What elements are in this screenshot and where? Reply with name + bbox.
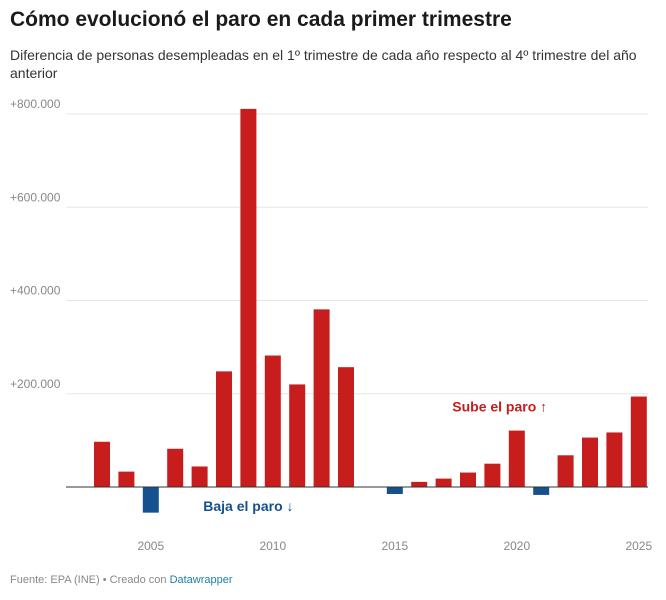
bar <box>313 309 330 487</box>
datawrapper-link[interactable]: Datawrapper <box>169 574 233 586</box>
bar <box>630 396 647 487</box>
bar <box>508 430 525 487</box>
y-tick-label: +600.000 <box>10 190 61 204</box>
bar <box>118 471 135 487</box>
bar <box>264 355 281 487</box>
bar <box>460 472 476 487</box>
bar <box>582 437 598 487</box>
bar <box>94 441 110 487</box>
bar <box>484 463 501 487</box>
bar <box>386 487 403 494</box>
y-tick-label: +800.000 <box>10 97 61 111</box>
y-tick-label: +200.000 <box>10 377 61 391</box>
x-tick-label: 2025 <box>625 539 652 553</box>
bar <box>240 108 257 487</box>
x-tick-label: 2005 <box>137 539 164 553</box>
bar <box>167 448 184 487</box>
bar <box>606 432 623 487</box>
bar <box>289 384 306 487</box>
source-text: Fuente: EPA (INE) • Creado con <box>10 574 170 586</box>
annotation-down: Baja el paro ↓ <box>203 498 293 514</box>
bar <box>216 371 232 487</box>
bar <box>142 487 159 513</box>
x-tick-label: 2015 <box>381 539 408 553</box>
bar <box>191 466 208 487</box>
bar <box>435 478 452 487</box>
bar <box>411 481 428 487</box>
bar <box>557 455 574 487</box>
y-tick-label: +400.000 <box>10 284 61 298</box>
x-tick-label: 2020 <box>503 539 530 553</box>
x-tick-label: 2010 <box>259 539 286 553</box>
annotation-up: Sube el paro ↑ <box>452 398 547 414</box>
chart-title: Cómo evolucionó el paro en cada primer t… <box>10 8 512 31</box>
bar <box>338 367 354 487</box>
chart-subtitle: Diferencia de personas desempleadas en e… <box>10 47 637 81</box>
footer: Fuente: EPA (INE) • Creado con Datawrapp… <box>10 574 233 586</box>
bar <box>533 487 550 495</box>
